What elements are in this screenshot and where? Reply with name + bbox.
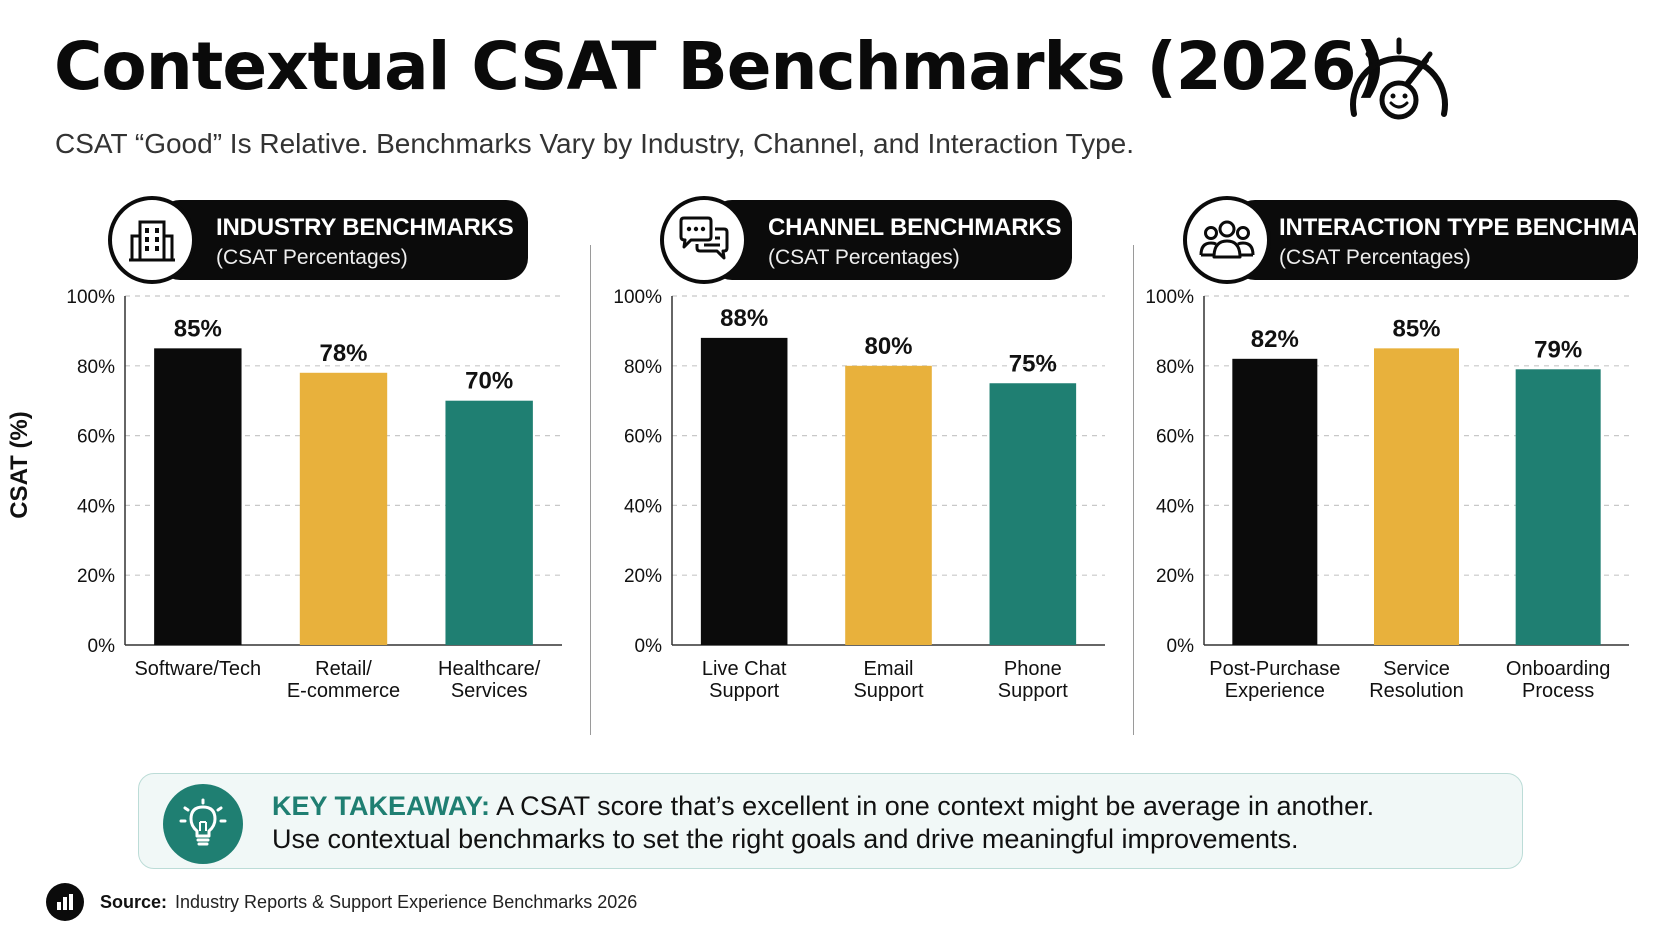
takeaway-label: KEY TAKEAWAY: <box>272 791 491 821</box>
data-label: 75% <box>1009 350 1057 377</box>
y-tick-label: 60% <box>1156 427 1194 448</box>
data-label: 85% <box>1392 315 1440 342</box>
panel-subtitle: (CSAT Percentages) <box>1279 246 1471 269</box>
panel-title: CHANNEL BENCHMARKS <box>768 214 1062 241</box>
bar <box>989 383 1077 645</box>
panel-title: INDUSTRY BENCHMARKS <box>216 214 514 241</box>
y-tick-label: 60% <box>77 427 115 448</box>
x-tick-label: Onboarding Process <box>1506 658 1611 702</box>
channel-panel-header: CHANNEL BENCHMARKS (CSAT Percentages) <box>660 196 1080 284</box>
building-icon <box>108 196 196 284</box>
y-tick-label: 80% <box>624 357 662 378</box>
y-tick-label: 20% <box>1156 566 1194 587</box>
data-label: 78% <box>319 340 367 367</box>
key-takeaway-box: KEY TAKEAWAY: A CSAT score that’s excell… <box>138 773 1523 869</box>
bar <box>445 400 533 645</box>
channel-chart: 0% 20% 40% 60% 80% 100% 88% Live Chat Support 80%… <box>590 287 1133 750</box>
channel-chart-svg: 0% 20% 40% 60% 80% 100% 88% Live Chat Support 80%… <box>613 287 1105 702</box>
page-subtitle: CSAT “Good” Is Relative. Benchmarks Vary… <box>55 128 1135 159</box>
panel-title-pill: INTERACTION TYPE BENCHMARKS (CSAT Percen… <box>1233 200 1672 280</box>
y-tick-label: 0% <box>1167 636 1195 657</box>
y-tick-label: 40% <box>77 496 115 517</box>
x-tick-label: Retail/E-commerce <box>287 658 400 702</box>
panel-subtitle: (CSAT Percentages) <box>768 246 960 269</box>
x-tick-label: Live Chat Support <box>702 658 787 702</box>
x-tick-label: Phone Support <box>998 658 1068 702</box>
panel-divider <box>590 245 591 735</box>
people-group-icon <box>1183 196 1271 284</box>
panel-title-pill: INDUSTRY BENCHMARKS (CSAT Percentages) <box>158 200 528 280</box>
panel-title: INTERACTION TYPE BENCHMARKS <box>1279 214 1672 241</box>
takeaway-text-2: Use contextual benchmarks to set the rig… <box>272 824 1299 854</box>
y-tick-label: 80% <box>1156 357 1194 378</box>
y-tick-label: 20% <box>77 566 115 587</box>
industry-chart: 0% 20% 40% 60% 80% 100% 85% Software/Tech 78% Ret… <box>0 287 590 750</box>
data-label: 79% <box>1534 336 1582 363</box>
y-tick-label: 100% <box>1145 287 1194 308</box>
bar <box>700 337 788 645</box>
x-tick-label: Service Resolution <box>1369 658 1464 702</box>
data-label: 70% <box>465 368 513 395</box>
interaction-chart-svg: 0% 20% 40% 60% 80% 100% 82% Post-Purchase Experi… <box>1145 287 1629 702</box>
chat-bubbles-icon <box>660 196 748 284</box>
takeaway-text-1: A CSAT score that’s excellent in one con… <box>496 791 1375 821</box>
panel-divider <box>1133 245 1134 735</box>
interaction-panel-header: INTERACTION TYPE BENCHMARKS (CSAT Percen… <box>1183 196 1672 284</box>
y-tick-label: 80% <box>77 357 115 378</box>
takeaway-line-1: KEY TAKEAWAY: A CSAT score that’s excell… <box>272 791 1374 822</box>
data-label: 88% <box>720 305 768 332</box>
bar <box>1232 358 1318 645</box>
panel-title-pill: CHANNEL BENCHMARKS (CSAT Percentages) <box>710 200 1072 280</box>
source-label: Source: <box>100 891 168 912</box>
industry-panel-header: INDUSTRY BENCHMARKS (CSAT Percentages) <box>108 196 528 284</box>
lightbulb-icon <box>163 784 243 864</box>
bar <box>299 372 388 645</box>
bar <box>154 348 242 645</box>
x-tick-label: Healthcare/Services <box>438 658 541 702</box>
gauge-smiley-icon <box>1350 37 1448 120</box>
data-label: 82% <box>1251 326 1299 353</box>
x-tick-label: Email Support <box>853 658 923 702</box>
y-tick-label: 40% <box>624 496 662 517</box>
data-label: 80% <box>864 333 912 360</box>
interaction-chart: 0% 20% 40% 60% 80% 100% 82% Post-Purchase Experi… <box>1133 287 1672 750</box>
page-title: Contextual CSAT Benchmarks (2026) <box>54 28 1386 105</box>
bar <box>1374 348 1459 645</box>
source-text: Industry Reports & Support Experience Be… <box>175 891 638 912</box>
y-tick-label: 60% <box>624 427 662 448</box>
source-footer: Source: Industry Reports & Support Exper… <box>46 882 637 922</box>
industry-chart-svg: 0% 20% 40% 60% 80% 100% 85% Software/Tech 78% Ret… <box>66 287 562 702</box>
y-tick-label: 0% <box>88 636 116 657</box>
bar-chart-icon <box>46 883 84 921</box>
y-tick-label: 20% <box>624 566 662 587</box>
x-tick-label: Software/Tech <box>134 658 261 680</box>
bar <box>845 365 932 645</box>
data-label: 85% <box>174 315 222 342</box>
x-tick-label: Post-Purchase Experience <box>1209 658 1340 702</box>
panel-subtitle: (CSAT Percentages) <box>216 246 408 269</box>
bar <box>1515 369 1601 645</box>
y-tick-label: 0% <box>635 636 663 657</box>
y-tick-label: 40% <box>1156 496 1194 517</box>
y-tick-label: 100% <box>66 287 115 308</box>
y-tick-label: 100% <box>613 287 662 308</box>
